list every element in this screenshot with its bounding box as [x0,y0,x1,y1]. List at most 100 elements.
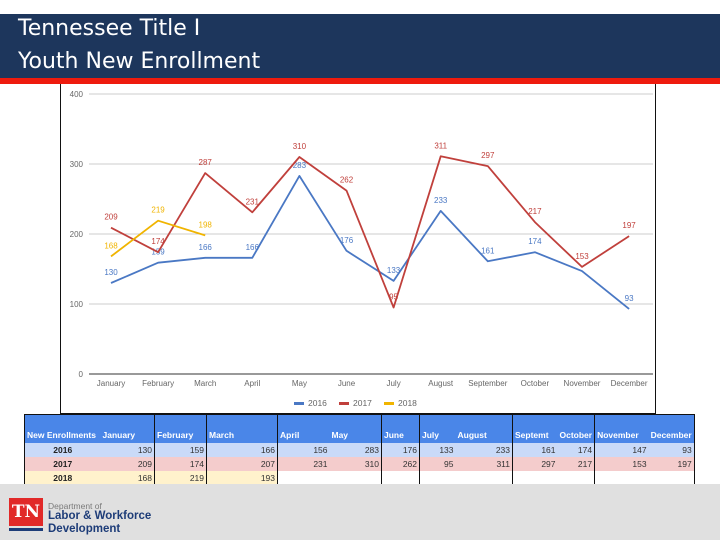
x-tick-label: January [97,379,125,388]
header-november: November [594,414,649,443]
table-cell: 161 [512,443,558,457]
row-year-label: 2017 [24,457,101,471]
data-label: 231 [246,197,260,206]
data-label: 176 [340,236,354,245]
table-cell: 262 [381,457,420,471]
y-tick-label: 400 [70,90,84,99]
x-tick-label: June [338,379,356,388]
table-cell [455,471,513,486]
slide-title-line-1: Tennessee Title I [18,16,201,41]
legend-label: 2018 [398,398,417,408]
table-cell [381,471,420,486]
data-label: 174 [528,237,542,246]
table-cell: 231 [277,457,330,471]
table-cell: 174 [557,443,596,457]
data-label: 133 [387,266,401,275]
y-tick-label: 0 [79,370,84,379]
table-row: 2017 209 174 207 231 310 262 95 311 297 217 153 197 [24,457,695,471]
data-label: 95 [389,293,398,302]
x-tick-label: December [611,379,648,388]
header-june: June [381,414,420,443]
data-label: 166 [199,243,213,252]
table-cell: 217 [557,457,596,471]
table-row: 2016 130 159 166 156 283 176 133 233 161 174 147 93 [24,443,695,457]
table-cell: 130 [100,443,155,457]
legend-label: 2017 [353,398,372,408]
legend-swatch-2018 [384,402,394,405]
y-tick-label: 300 [70,160,84,169]
table-cell: 297 [512,457,558,471]
x-tick-label: September [468,379,507,388]
header-new-enrollments: New Enrollments [24,414,101,443]
logo-underline [9,528,43,531]
legend-swatch-2016 [294,402,304,405]
logo-development: Development [48,523,121,535]
data-label: 287 [199,158,213,167]
data-label: 283 [293,161,307,170]
table-cell: 311 [455,457,513,471]
x-tick-label: July [386,379,400,388]
series-line-2016 [110,175,630,310]
table-cell: 209 [100,457,155,471]
data-label: 168 [104,241,118,250]
tn-logo-badge: TN [9,498,43,526]
table-cell: 193 [206,471,278,486]
x-tick-label: November [564,379,601,388]
header-august: August [455,414,513,443]
enrollment-table: New Enrollments January February March A… [24,414,695,486]
series-line-2018 [110,219,206,258]
table-cell: 283 [329,443,382,457]
data-label: 262 [340,176,354,185]
table-cell: 156 [277,443,330,457]
table-cell: 174 [154,457,207,471]
row-year-label: 2016 [24,443,101,457]
table-cell [512,471,558,486]
table-cell: 219 [154,471,207,486]
table-cell: 93 [648,443,695,457]
table-header-row: New Enrollments January February March A… [24,414,695,443]
x-tick-label: March [194,379,216,388]
data-label: 197 [622,221,636,230]
table-cell: 310 [329,457,382,471]
data-label: 297 [481,151,495,160]
chart-canvas: 0 100 200 300 400 January February March April Ma… [70,90,653,408]
slide-title-line-2: Youth New Enrollment [18,49,261,74]
table-row: 2018 168 219 193 [24,471,695,486]
data-label: 209 [104,213,118,222]
table-cell: 166 [206,443,278,457]
table-cell: 207 [206,457,278,471]
data-label: 219 [151,206,165,215]
y-tick-label: 100 [70,300,84,309]
x-tick-label: August [428,379,454,388]
data-label: 174 [151,237,165,246]
header-january: January [100,414,155,443]
x-tick-label: April [244,379,260,388]
legend-swatch-2017 [339,402,349,405]
data-label: 217 [528,207,542,216]
header-april: April [277,414,330,443]
logo-department-of: Department of [48,501,102,511]
x-tick-label: October [521,379,550,388]
data-label: 166 [246,243,260,252]
series-line-2017 [110,155,630,309]
data-label: 161 [481,246,495,255]
table-cell: 159 [154,443,207,457]
data-label: 311 [434,141,447,150]
table-cell: 176 [381,443,420,457]
header-may: May [329,414,382,443]
data-label: 233 [434,196,448,205]
x-tick-label: February [142,379,174,388]
table-cell [594,471,649,486]
header-july: July [419,414,456,443]
header-march: March [206,414,278,443]
line-chart: 0 100 200 300 400 January February March April Ma… [60,84,656,414]
table-cell: 133 [419,443,456,457]
table-cell: 197 [648,457,695,471]
data-label: 153 [575,252,589,261]
table-cell: 153 [594,457,649,471]
table-cell: 233 [455,443,513,457]
table-cell: 147 [594,443,649,457]
data-label: 130 [104,268,118,277]
header-december: December [648,414,695,443]
legend-label: 2016 [308,398,327,408]
